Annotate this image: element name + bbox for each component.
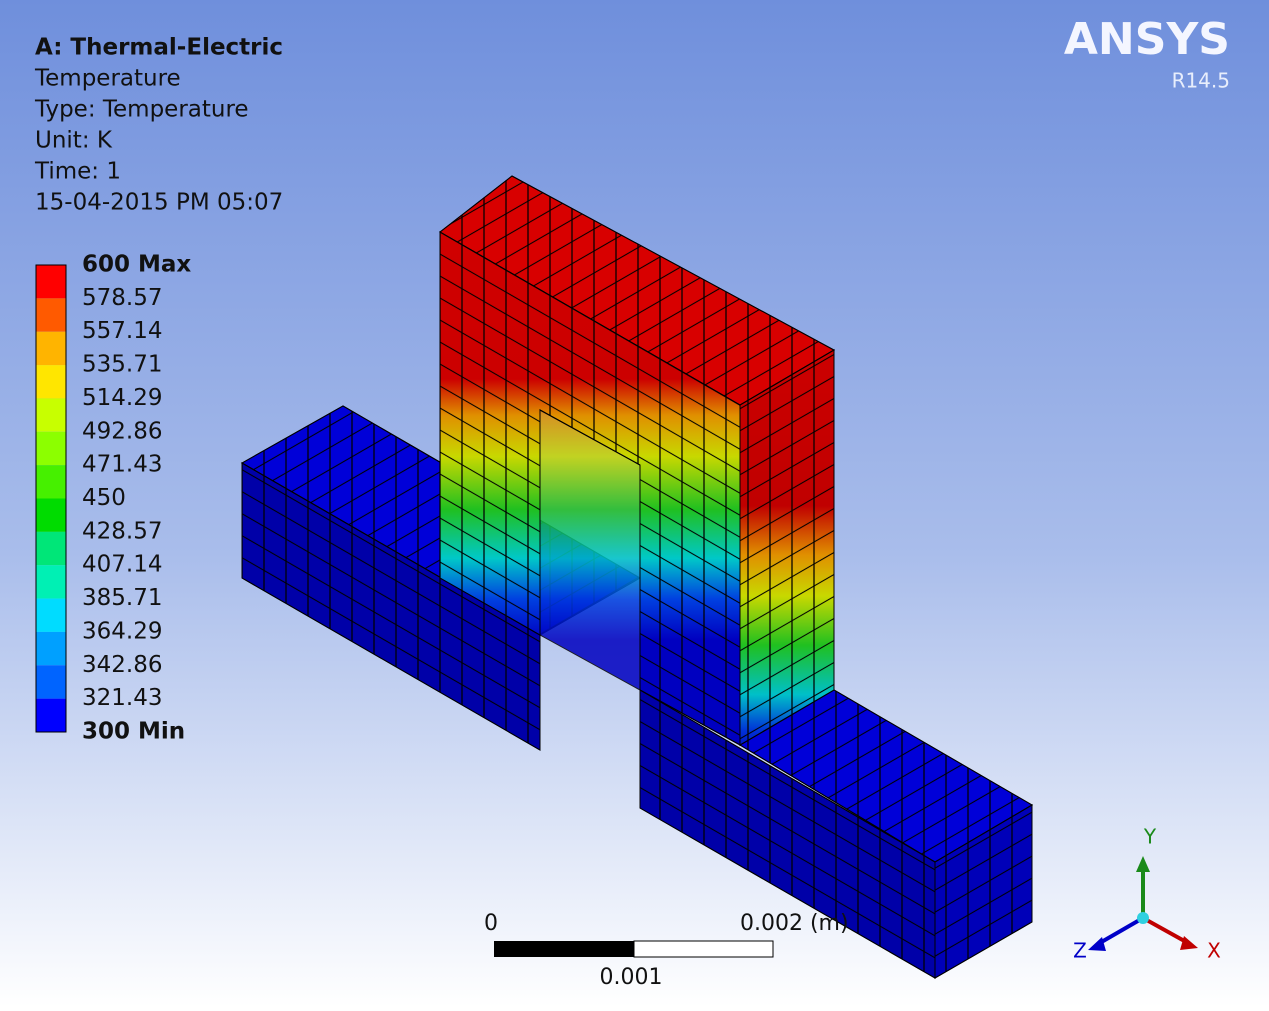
legend-label: 428.57 xyxy=(82,518,162,544)
legend-label: 578.57 xyxy=(82,285,162,311)
legend-swatch xyxy=(36,298,66,331)
header-line: 15-04-2015 PM 05:07 xyxy=(35,190,283,216)
legend-swatch xyxy=(36,665,66,698)
legend-swatch xyxy=(36,398,66,431)
legend-swatch xyxy=(36,465,66,498)
legend-label: 450 xyxy=(82,485,126,511)
legend-label: 300 Min xyxy=(82,719,185,745)
legend-swatch xyxy=(36,332,66,365)
scale-bar-black xyxy=(494,941,634,957)
legend-swatch xyxy=(36,532,66,565)
header-line: Time: 1 xyxy=(34,159,121,185)
scale-bar-white xyxy=(634,941,773,957)
axis-label-y: Y xyxy=(1143,825,1157,849)
scale-start: 0 xyxy=(484,911,498,936)
legend-swatch xyxy=(36,632,66,665)
page: {"header": {"title": "A: Thermal-Electri… xyxy=(0,0,1269,1007)
legend-swatch xyxy=(36,599,66,632)
legend-swatch xyxy=(36,265,66,298)
legend-label: 407.14 xyxy=(82,552,162,578)
legend-swatch xyxy=(36,699,66,732)
legend-swatch xyxy=(36,365,66,398)
legend-label: 342.86 xyxy=(82,652,162,678)
header-title: A: Thermal-Electric xyxy=(35,35,283,61)
triad-origin xyxy=(1137,912,1149,924)
header-line: Unit: K xyxy=(35,128,113,154)
viewport: A: Thermal-Electric Temperature Type: Te… xyxy=(0,0,1269,1007)
legend-label: 600 Max xyxy=(82,252,191,278)
axis-label-x: X xyxy=(1207,939,1221,963)
legend-label: 364.29 xyxy=(82,618,162,644)
legend-swatch xyxy=(36,565,66,598)
header-line: Temperature xyxy=(34,66,181,92)
legend-label: 385.71 xyxy=(82,585,162,611)
scale-end: 0.002 (m) xyxy=(740,911,849,936)
legend-label: 535.71 xyxy=(82,352,162,378)
legend-swatch xyxy=(36,499,66,532)
legend-label: 492.86 xyxy=(82,418,162,444)
brand-name: ANSYS xyxy=(1064,14,1230,65)
axis-label-z: Z xyxy=(1073,939,1087,963)
header-line: Type: Temperature xyxy=(34,97,249,123)
legend-label: 514.29 xyxy=(82,385,162,411)
scale-mid: 0.001 xyxy=(600,965,663,990)
legend-label: 471.43 xyxy=(82,452,162,478)
legend-label: 321.43 xyxy=(82,685,162,711)
legend-label: 557.14 xyxy=(82,318,162,344)
legend-swatch xyxy=(36,432,66,465)
brand-version: R14.5 xyxy=(1172,69,1230,93)
